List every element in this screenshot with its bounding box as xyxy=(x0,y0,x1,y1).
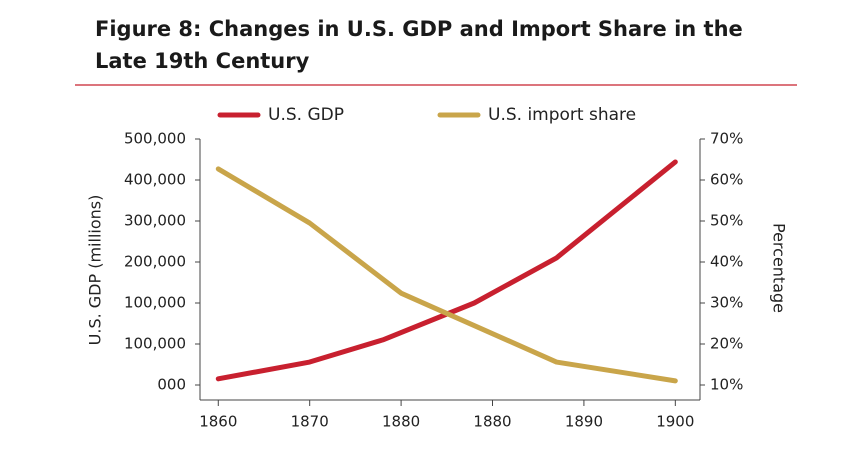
x-tick-label: 1880 xyxy=(382,413,420,431)
y-tick-label: 100,000 xyxy=(124,334,186,352)
legend-label: U.S. GDP xyxy=(268,105,344,125)
y2-tick-label: 40% xyxy=(710,252,743,270)
x-tick-label: 1900 xyxy=(656,413,694,431)
y-tick-label: 300,000 xyxy=(124,211,186,229)
chart-title: Late 19th Century xyxy=(95,49,310,73)
legend-label: U.S. import share xyxy=(488,105,636,125)
y2-tick-label: 70% xyxy=(710,130,743,148)
y2-tick-label: 60% xyxy=(710,170,743,188)
x-tick-label: 1880 xyxy=(473,413,511,431)
line-series xyxy=(215,159,678,382)
chart-title: Figure 8: Changes in U.S. GDP and Import… xyxy=(95,17,743,41)
y-tick-label: 500,000 xyxy=(124,130,186,148)
y2-tick-label: 10% xyxy=(710,375,743,393)
y2-tick-label: 20% xyxy=(710,334,743,352)
x-tick-label: 1860 xyxy=(199,413,237,431)
x-tick-label: 1870 xyxy=(291,413,329,431)
y-axis-title: U.S. GDP (millions) xyxy=(86,195,105,346)
y2-tick-label: 50% xyxy=(710,211,743,229)
x-tick-label: 1890 xyxy=(565,413,603,431)
y2-tick-label: 30% xyxy=(710,293,743,311)
line-series xyxy=(215,166,678,384)
y-tick-label: 400,000 xyxy=(124,170,186,188)
y-tick-label: 200,000 xyxy=(124,252,186,270)
y2-axis-title: Percentage xyxy=(770,223,789,313)
y-tick-label: 100,000 xyxy=(124,293,186,311)
y-tick-label: 000 xyxy=(157,375,186,393)
